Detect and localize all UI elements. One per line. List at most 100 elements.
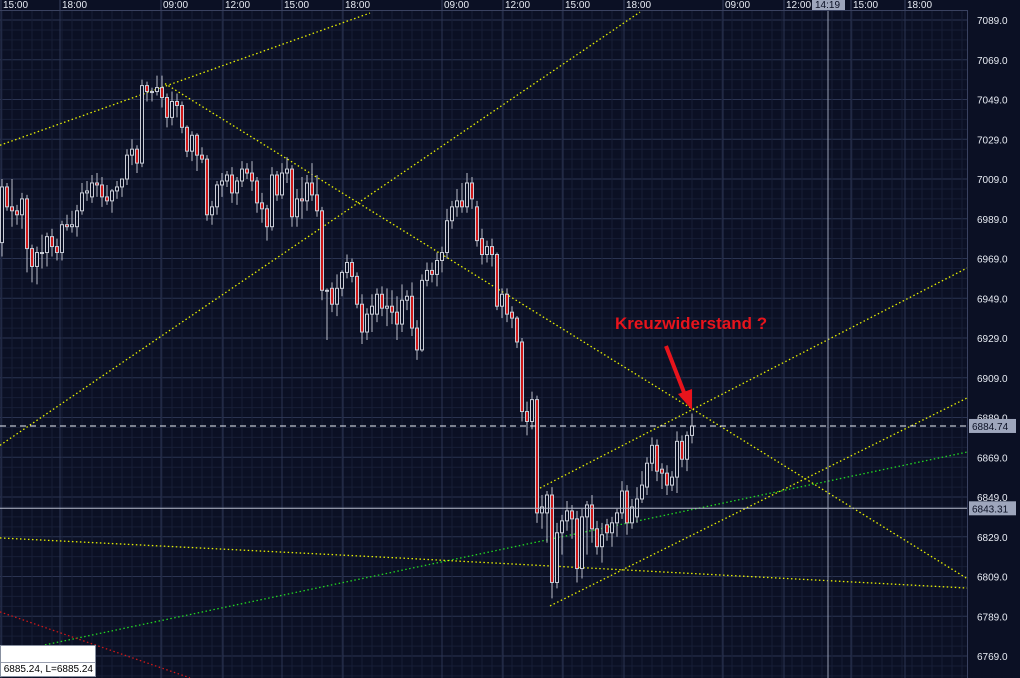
candle-body [535,399,539,514]
candle-down [515,316,519,348]
candle-body [630,506,634,524]
candle-up [345,254,349,279]
price-tick-label: 7009.0 [977,175,1008,186]
candle-body [45,236,49,254]
candle-body [215,184,219,208]
candle-body [660,468,664,474]
candle-up [420,274,424,352]
candle-body [690,425,694,436]
candle-body [675,440,679,478]
candle-body [465,182,469,208]
price-tick-label: 6949.0 [977,294,1008,305]
candle-body [505,293,509,315]
candle-up [130,139,134,166]
candle-up [640,471,644,503]
candle-up [335,274,339,317]
candle-up [40,234,44,269]
candle-body [395,311,399,325]
candle-body [590,504,594,530]
candle-up [425,262,429,287]
candle-body [655,444,659,472]
candle-body [115,186,119,192]
candle-body [455,200,459,208]
candle-body [620,490,624,514]
candle-body [460,200,464,208]
candle-body [5,186,9,208]
candle-up [225,171,229,187]
candle-up [630,498,634,529]
price-tick-label: 6909.0 [977,374,1008,385]
candle-body [380,293,384,309]
time-tick-label: 12:00 [505,0,530,11]
candle-down [315,175,319,217]
candle-body [270,174,274,228]
candle-body [80,192,84,212]
trendline-yellow [539,267,968,489]
candle-body [190,134,194,152]
candle-body [510,311,514,319]
candle-body [30,248,34,267]
annotation-text: Kreuzwiderstand ? [615,314,767,333]
candle-down [410,282,414,337]
candle-body [340,271,344,289]
candle-body [40,252,44,255]
trendline-green [44,451,968,646]
current-price-badge [969,418,1016,433]
candle-up [120,178,124,197]
candle-body [175,100,179,106]
candle-body [670,476,674,486]
candle-body [325,289,329,292]
candle-up [465,173,469,213]
candle-up [400,284,404,333]
candle-up [500,288,504,319]
price-tick-label: 6989.0 [977,215,1008,226]
candle-up [530,391,534,430]
candle-down [350,258,354,283]
candle-body [485,246,489,256]
trendline-yellow [164,83,968,580]
candle-body [150,91,154,94]
candle-down [680,435,684,468]
candle-body [520,341,524,413]
candle-body [305,182,309,202]
candle-down [625,485,629,535]
candle-down [245,163,249,179]
candle-body [170,100,174,118]
candle-body [85,190,89,194]
candle-down [310,163,314,201]
candle-up [620,481,624,519]
trendline-yellow [549,397,968,607]
cursor-price-badge-text: 6843.31 [972,504,1009,515]
candle-body [210,206,214,216]
price-tick-label: 6929.0 [977,334,1008,345]
trendline-yellow [0,11,641,446]
candle-body [160,87,164,99]
candle-up [375,288,379,323]
candle-body [100,184,104,198]
candle-down [55,238,59,261]
cursor-price-badge [969,501,1016,516]
candle-body [180,104,184,128]
candle-up [440,246,444,273]
candle-down [390,290,394,325]
candle-body [650,444,654,464]
candle-down [475,200,479,247]
candle-down [595,520,599,555]
candle-body [15,210,19,216]
candle-down [10,179,14,227]
candle-up [670,471,674,492]
time-tick-label: 09:00 [444,0,469,11]
candle-body [425,269,429,281]
candle-up [540,495,544,529]
candle-up [450,200,454,229]
price-tick-label: 6829.0 [977,533,1008,544]
candle-down [660,463,664,490]
candle-down [535,395,539,523]
candle-body [665,472,669,486]
trendline-yellow [0,537,968,589]
candle-body [475,206,479,242]
candle-down [300,177,304,219]
candle-body [575,518,579,570]
